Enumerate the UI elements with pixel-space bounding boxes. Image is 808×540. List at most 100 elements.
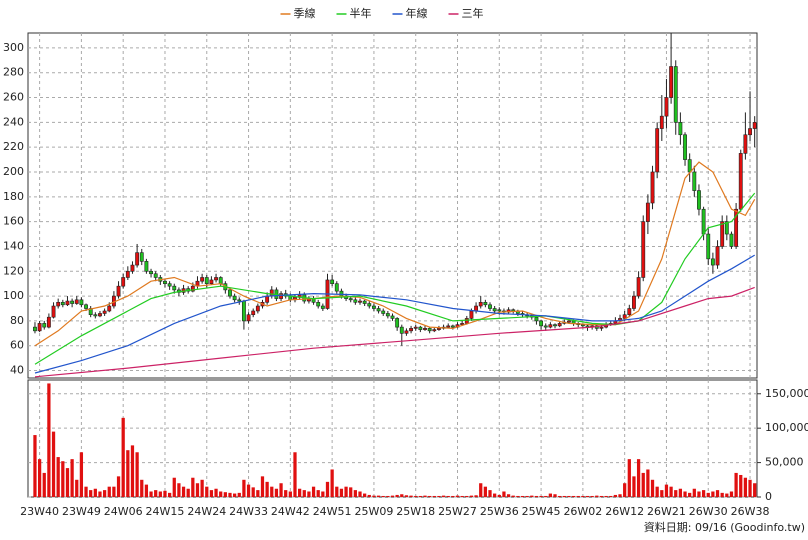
volume-bar — [325, 481, 330, 497]
volume-bar — [372, 495, 376, 497]
volume-bar — [47, 383, 51, 497]
volume-bar — [632, 476, 636, 497]
candle-body — [683, 134, 687, 160]
volume-bar — [706, 492, 710, 497]
volume-bar — [604, 495, 608, 497]
candle-body — [497, 309, 502, 312]
candle-body — [390, 315, 395, 319]
y-tick-label: 100 — [3, 289, 24, 302]
candle-body — [427, 328, 432, 332]
volume-bar — [107, 486, 111, 497]
candle-body — [367, 303, 372, 307]
y-tick-label: 120 — [3, 264, 24, 277]
candle-body — [478, 301, 483, 307]
volume-bar — [674, 490, 678, 497]
y-tick-label: 240 — [3, 115, 24, 128]
volume-bar — [465, 495, 469, 497]
candle-body — [209, 279, 214, 284]
volume-bar — [116, 476, 121, 497]
volume-bar — [469, 495, 474, 497]
volume-bar — [553, 494, 557, 497]
volume-bar — [130, 445, 135, 497]
candle-body — [246, 314, 251, 322]
candle-body — [214, 277, 218, 281]
candle-body — [743, 134, 748, 154]
volume-bar — [688, 492, 692, 497]
x-tick-label: 26W38 — [731, 505, 770, 518]
x-tick-label: 25W45 — [522, 505, 561, 518]
volume-bar — [172, 477, 176, 497]
candle-body — [492, 308, 497, 312]
volume-bar — [223, 492, 227, 497]
candle-body — [385, 313, 390, 317]
candle-body — [339, 290, 344, 297]
volume-bar — [191, 477, 195, 497]
candle-body — [37, 323, 42, 332]
y-tick-label: 220 — [3, 140, 24, 153]
candle-body — [353, 299, 358, 303]
candle-body — [139, 252, 144, 262]
candle-body — [697, 190, 701, 210]
volume-bar — [446, 495, 450, 497]
volume-bar — [260, 476, 265, 497]
candle-body — [678, 122, 683, 136]
candle-body — [437, 328, 441, 330]
candle-body — [107, 305, 112, 312]
candle-body — [399, 326, 404, 334]
volume-bar — [200, 479, 204, 497]
candle-body — [218, 277, 223, 284]
volume-bar — [748, 479, 752, 497]
volume-bar — [497, 494, 501, 497]
volume-bar — [530, 495, 534, 497]
volume-bar — [186, 488, 190, 497]
volume-bar — [544, 495, 548, 497]
volume-bar — [270, 486, 274, 497]
x-tick-label: 24W24 — [187, 505, 226, 518]
candle-body — [116, 285, 121, 297]
volume-bar — [316, 490, 320, 497]
candle-body — [358, 300, 362, 303]
candle-body — [376, 308, 381, 312]
volume-bar — [479, 483, 483, 497]
candle-body — [320, 305, 325, 309]
candle-body — [172, 285, 177, 291]
volume-bar — [284, 490, 288, 497]
x-tick-label: 26W30 — [689, 505, 728, 518]
candle-body — [241, 300, 246, 322]
candle-body — [255, 305, 260, 312]
volume-bar — [576, 495, 580, 497]
candle-body — [135, 252, 140, 266]
x-tick-label: 25W18 — [396, 505, 435, 518]
candle-body — [93, 314, 98, 317]
candle-body — [163, 280, 167, 284]
volume-bar — [70, 459, 74, 497]
candle-body — [724, 221, 729, 235]
x-tick-label: 24W06 — [104, 505, 143, 518]
candle-body — [144, 261, 149, 272]
candle-body — [483, 301, 488, 306]
candle-body — [42, 323, 47, 328]
candle-body — [334, 283, 339, 292]
candle-body — [79, 299, 84, 306]
volume-bar — [209, 490, 214, 497]
candle-body — [65, 300, 70, 306]
x-tick-label: 26W02 — [563, 505, 602, 518]
legend-label: 季線 — [294, 6, 316, 20]
volume-bar — [237, 492, 241, 497]
volume-bar — [363, 493, 367, 497]
x-tick-label: 24W42 — [271, 505, 310, 518]
x-tick-label: 24W51 — [313, 505, 352, 518]
candle-body — [539, 320, 544, 327]
candle-body — [474, 305, 479, 312]
volume-bar — [627, 459, 631, 497]
volume-tick-label: 50,000 — [765, 456, 804, 469]
volume-bar — [121, 417, 125, 497]
volume-bar — [502, 491, 506, 497]
volume-bar — [618, 494, 622, 497]
volume-bar — [51, 431, 56, 497]
candle-body — [622, 314, 627, 319]
volume-bar — [715, 490, 720, 497]
x-tick-label: 23W40 — [20, 505, 59, 518]
footer: 資料日期: 09/16 (Goodinfo.tw) — [644, 520, 805, 534]
volume-bar — [729, 491, 734, 497]
